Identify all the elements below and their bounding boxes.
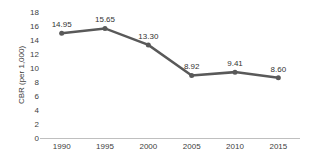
svg-text:18: 18 — [30, 8, 39, 17]
svg-text:0: 0 — [35, 134, 40, 143]
svg-text:6: 6 — [35, 92, 40, 101]
svg-text:2: 2 — [35, 120, 40, 129]
svg-text:16: 16 — [30, 22, 39, 31]
svg-text:13.30: 13.30 — [138, 32, 159, 41]
svg-text:1995: 1995 — [96, 142, 114, 151]
svg-text:8: 8 — [35, 78, 40, 87]
svg-text:2010: 2010 — [226, 142, 244, 151]
svg-text:8.92: 8.92 — [184, 62, 200, 71]
svg-text:15.65: 15.65 — [95, 15, 116, 24]
svg-text:2000: 2000 — [139, 142, 157, 151]
svg-text:8.60: 8.60 — [271, 65, 287, 74]
svg-text:CBR (per 1,000): CBR (per 1,000) — [17, 46, 26, 105]
svg-text:9.41: 9.41 — [227, 59, 243, 68]
svg-text:10: 10 — [30, 64, 39, 73]
svg-text:14: 14 — [30, 36, 39, 45]
svg-text:1990: 1990 — [53, 142, 71, 151]
svg-text:2005: 2005 — [183, 142, 201, 151]
svg-text:4: 4 — [35, 106, 40, 115]
svg-text:14.95: 14.95 — [52, 20, 73, 29]
svg-text:2015: 2015 — [269, 142, 287, 151]
svg-text:12: 12 — [30, 50, 39, 59]
